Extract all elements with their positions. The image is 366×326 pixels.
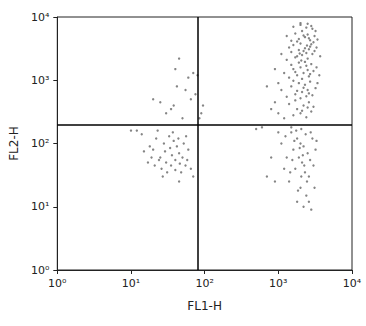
svg-text:10³: 10³ <box>31 74 49 87</box>
svg-text:10³: 10³ <box>269 277 287 290</box>
svg-text:10¹: 10¹ <box>122 277 140 290</box>
svg-text:10²: 10² <box>31 137 49 150</box>
svg-text:10⁴: 10⁴ <box>343 277 362 290</box>
svg-text:10⁰: 10⁰ <box>48 277 67 290</box>
svg-text:10²: 10² <box>195 277 213 290</box>
svg-text:10⁴: 10⁴ <box>31 11 50 24</box>
svg-text:FL2-H: FL2-H <box>7 126 21 161</box>
svg-text:10⁰: 10⁰ <box>31 264 50 277</box>
svg-text:10¹: 10¹ <box>31 200 49 213</box>
svg-text:FL1-H: FL1-H <box>187 299 222 313</box>
